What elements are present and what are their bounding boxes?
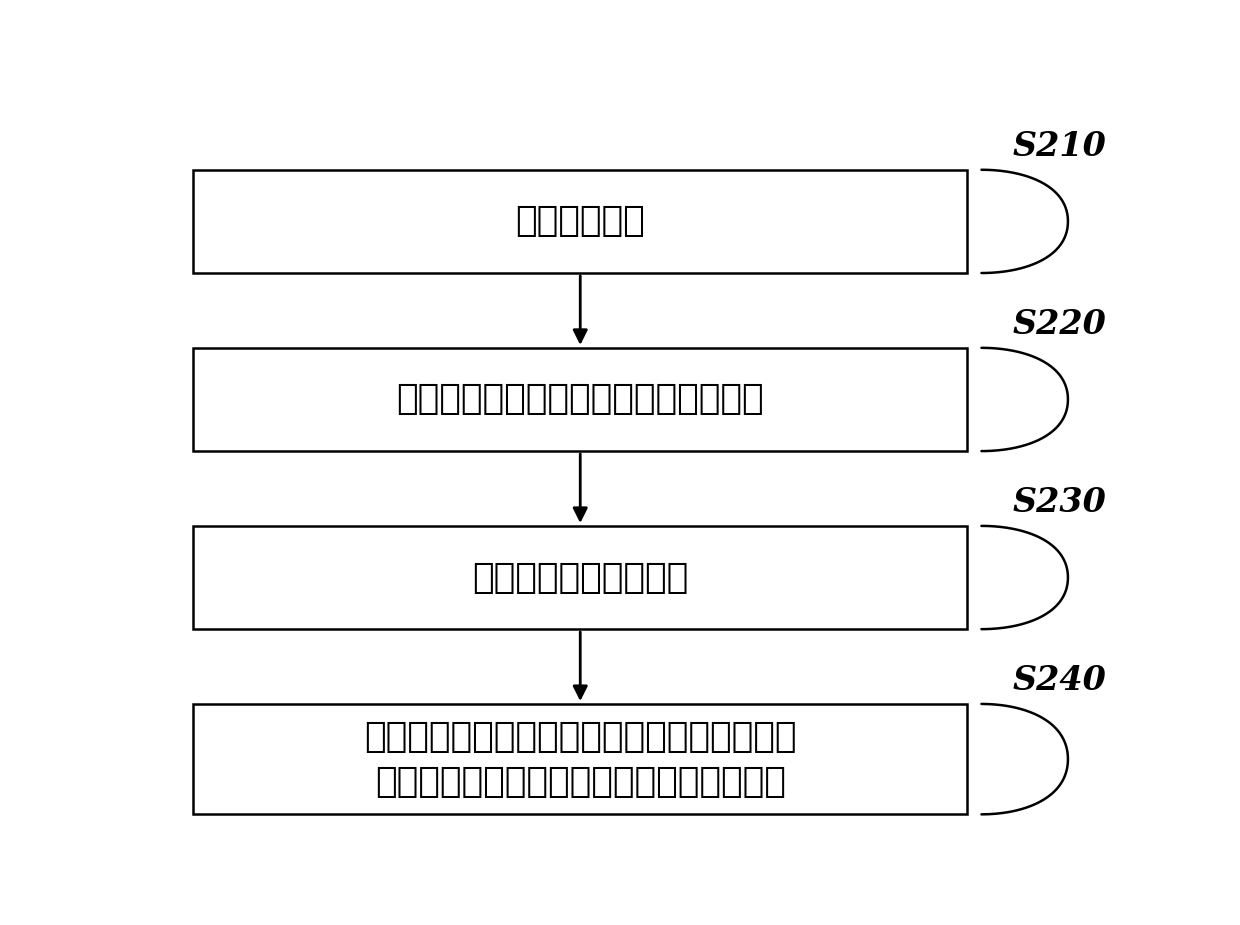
Text: S220: S220 bbox=[1012, 308, 1106, 340]
Bar bbox=[193, 704, 967, 814]
Text: 制备线圈主体: 制备线圈主体 bbox=[516, 204, 645, 239]
Text: S230: S230 bbox=[1012, 486, 1106, 519]
Text: 在间隙内填充导电浆体: 在间隙内填充导电浆体 bbox=[472, 561, 688, 595]
Text: S210: S210 bbox=[1012, 130, 1106, 163]
Text: 对上述导电浆体实施固化操作，得到导电线圈
，使得绝缘层位于线圈主体与导电线圈之间: 对上述导电浆体实施固化操作，得到导电线圈 ，使得绝缘层位于线圈主体与导电线圈之间 bbox=[365, 720, 796, 798]
Bar bbox=[193, 348, 967, 451]
Bar bbox=[193, 526, 967, 629]
Text: 在线圈主体的线路的间隙内制备绝缘层: 在线圈主体的线路的间隙内制备绝缘层 bbox=[397, 382, 764, 416]
Bar bbox=[193, 170, 967, 273]
Text: S240: S240 bbox=[1012, 664, 1106, 697]
